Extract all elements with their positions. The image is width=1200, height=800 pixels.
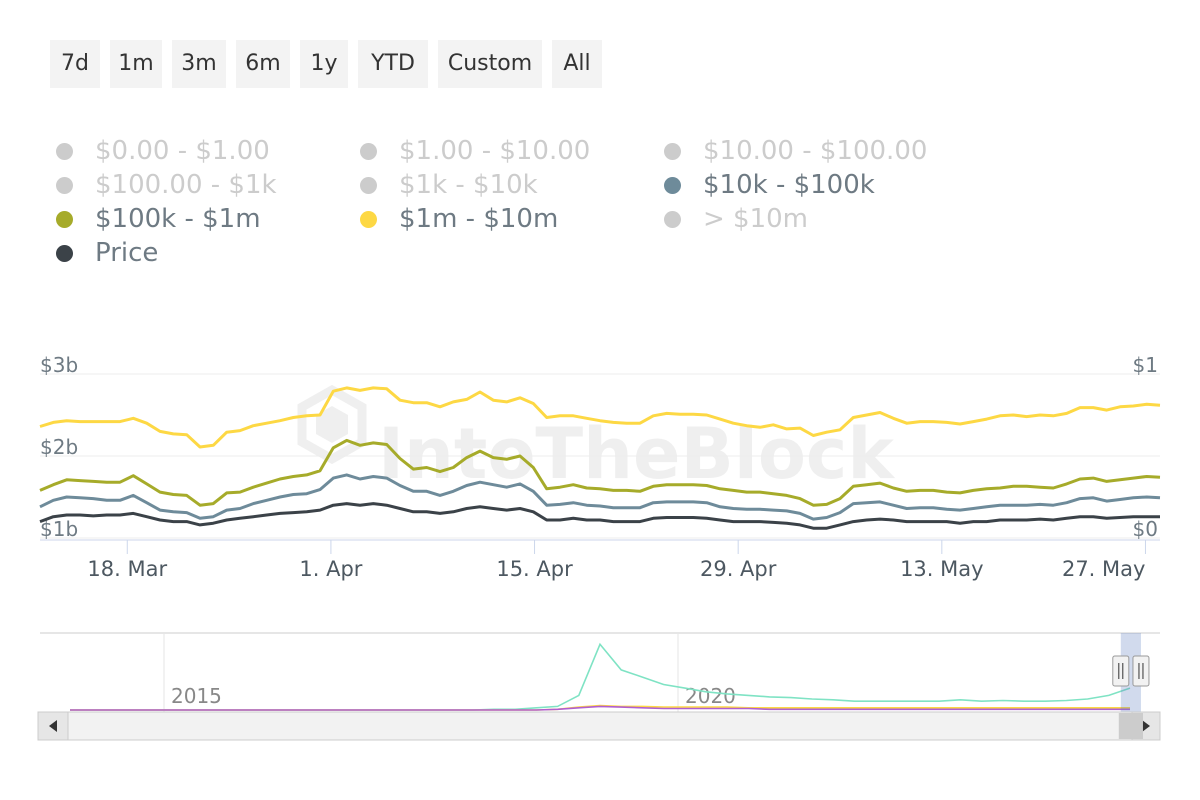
legend-item[interactable]: $100.00 - $1k [56, 168, 277, 202]
range-button-3m[interactable]: 3m [172, 40, 226, 88]
range-button-custom[interactable]: Custom [438, 40, 542, 88]
legend-item[interactable]: $1.00 - $10.00 [360, 134, 590, 168]
navigator[interactable]: 2015 2020 [40, 632, 1160, 712]
legend-label: $10.00 - $100.00 [703, 136, 928, 166]
navigator-series-line [70, 705, 1130, 711]
y-tick-label-left: $2b [40, 435, 78, 459]
y-tick-label-left: $3b [40, 353, 78, 377]
legend-dot-icon [56, 210, 73, 228]
legend-label: $1m - $10m [399, 204, 559, 234]
legend-label: $10k - $100k [703, 170, 875, 200]
legend-dot-icon [664, 142, 681, 160]
x-tick-label: 15. Apr [496, 557, 573, 581]
legend-item[interactable]: > $10m [664, 202, 808, 236]
navigator-selection [1120, 633, 1141, 712]
legend-dot-icon [360, 210, 377, 228]
legend-label: > $10m [703, 204, 809, 234]
legend-label: $0.00 - $1.00 [95, 136, 270, 166]
y-tick-label-left: $1b [40, 517, 78, 541]
navigator-tick-label: 2015 [171, 684, 222, 708]
legend-dot-icon [664, 176, 681, 194]
x-tick-label: 1. Apr [299, 557, 362, 581]
scroll-left-button [37, 711, 69, 741]
x-tick-label: 18. Mar [87, 557, 167, 581]
legend-label: $100k - $1m [95, 204, 261, 234]
legend-item[interactable]: $1m - $10m [360, 202, 558, 236]
legend-label: $1k - $10k [399, 170, 538, 200]
legend-item[interactable]: $1k - $10k [360, 168, 538, 202]
legend-dot-icon [664, 210, 681, 228]
legend-dot-icon [56, 244, 73, 262]
series-line [39, 386, 1161, 449]
legend-label: Price [95, 238, 159, 268]
legend-item[interactable]: $10k - $100k [664, 168, 875, 202]
navigator-series-line [70, 642, 1131, 711]
legend-label: $100.00 - $1k [95, 170, 277, 200]
range-button-6m[interactable]: 6m [236, 40, 290, 88]
scrollbar-track [37, 711, 1161, 741]
scrollbar-thumb [1118, 713, 1143, 739]
price-line [39, 502, 1160, 530]
range-button-all[interactable]: All [552, 40, 602, 88]
series-group [39, 386, 1161, 530]
x-tick-label: 29. Apr [700, 557, 777, 581]
navigator-handle [1132, 655, 1150, 687]
range-button-1m[interactable]: 1m [110, 40, 162, 88]
scroll-left-arrow-icon [49, 720, 57, 732]
chart-legend: $0.00 - $1.00 $1.00 - $10.00 $10.00 - $1… [0, 130, 1200, 280]
grid [40, 373, 1160, 539]
navigator-handle [1112, 655, 1130, 687]
x-axis: 18. Mar 1. Apr 15. Apr 29. Apr 13. May 27. Ma… [40, 539, 1160, 581]
y-tick-label-right: $1 [1133, 353, 1158, 377]
range-button-1y[interactable]: 1y [300, 40, 348, 88]
watermark: IntoTheBlock [297, 384, 895, 495]
legend-item[interactable]: $0.00 - $1.00 [56, 134, 270, 168]
legend-item[interactable]: Price [56, 236, 158, 270]
watermark-text: IntoTheBlock [378, 413, 895, 495]
y-tick-label-right: $0 [1133, 517, 1158, 541]
scroll-right-arrow-icon [1142, 720, 1150, 732]
legend-item[interactable]: $10.00 - $100.00 [664, 134, 927, 168]
series-line [39, 473, 1161, 521]
scrollbar[interactable] [37, 711, 1161, 741]
legend-dot-icon [360, 142, 377, 160]
range-button-ytd[interactable]: YTD [358, 40, 428, 88]
legend-label: $1.00 - $10.00 [399, 136, 591, 166]
legend-dot-icon [56, 142, 73, 160]
legend-item[interactable]: $100k - $1m [56, 202, 261, 236]
legend-dot-icon [56, 176, 73, 194]
y-axis: $3b $2b $1b $1 $0 [40, 353, 1158, 541]
x-tick-label: 13. May [900, 557, 984, 581]
x-tick-label: 27. May [1062, 557, 1146, 581]
navigator-tick-label: 2020 [685, 684, 736, 708]
legend-dot-icon [360, 176, 377, 194]
series-line [39, 438, 1161, 507]
range-button-7d[interactable]: 7d [50, 40, 100, 88]
watermark-logo-icon [297, 384, 367, 465]
